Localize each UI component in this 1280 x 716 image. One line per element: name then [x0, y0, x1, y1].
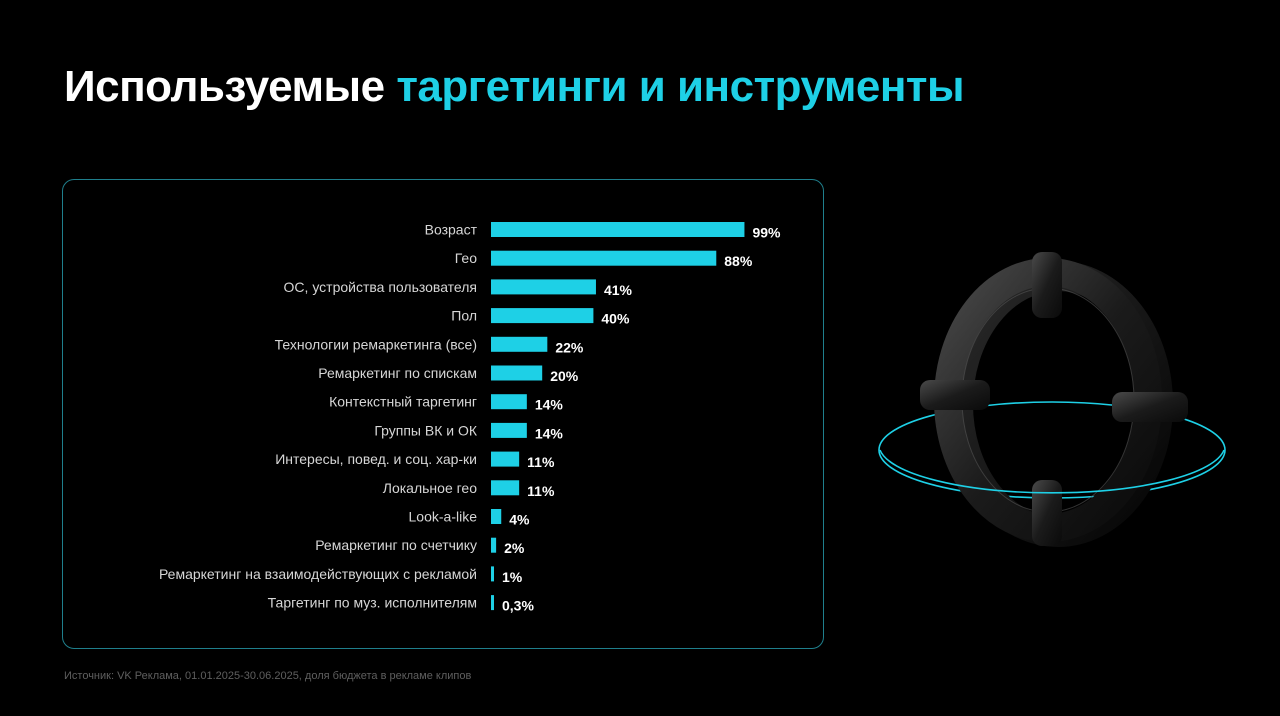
category-label: Look-a-like	[409, 509, 478, 525]
value-label: 1%	[502, 569, 523, 585]
category-label: Ремаркетинг по спискам	[318, 365, 477, 381]
bar	[491, 451, 520, 467]
bar	[491, 566, 494, 582]
bar	[491, 336, 548, 352]
category-label: Локальное гео	[383, 480, 477, 496]
value-label: 11%	[527, 454, 555, 470]
category-label: Пол	[451, 308, 477, 324]
category-label: Технологии ремаркетинга (все)	[275, 336, 477, 352]
bar	[491, 422, 527, 438]
crosshair-ring-icon	[878, 252, 1226, 547]
source-note: Источник: VK Реклама, 01.01.2025-30.06.2…	[64, 670, 472, 682]
bar	[491, 308, 594, 324]
category-label: Интересы, повед. и соц. хар-ки	[275, 451, 477, 467]
value-label: 40%	[601, 311, 630, 327]
bar	[491, 537, 497, 553]
bar	[491, 279, 596, 295]
bar	[491, 394, 527, 410]
category-label: ОС, устройства пользователя	[284, 279, 477, 295]
title-accent: таргетинги и инструменты	[396, 62, 965, 111]
value-label: 88%	[724, 253, 753, 269]
value-label: 0,3%	[502, 598, 534, 614]
category-label: Контекстный таргетинг	[329, 394, 477, 410]
value-label: 14%	[535, 425, 564, 441]
bar-chart: Возраст 99% Гео 88% ОС, устройства пользоват…	[159, 222, 781, 614]
value-label: 22%	[555, 339, 584, 355]
value-label: 99%	[752, 225, 781, 241]
bar	[491, 222, 745, 237]
bar	[491, 480, 520, 496]
value-label: 41%	[604, 282, 633, 298]
value-label: 20%	[550, 368, 579, 384]
category-label: Гео	[455, 250, 477, 266]
bar	[491, 365, 543, 381]
category-label: Группы ВК и ОК	[374, 422, 478, 438]
value-label: 2%	[504, 540, 525, 556]
category-label: Ремаркетинг на взаимодействующих с рекла…	[159, 566, 477, 582]
bar	[491, 509, 502, 524]
page-title: Используемые таргетинги и инструменты	[64, 62, 965, 112]
category-label: Таргетинг по муз. исполнителям	[268, 595, 477, 611]
chart-panel: Возраст 99% Гео 88% ОС, устройства пользоват…	[62, 179, 824, 649]
value-label: 11%	[527, 483, 555, 499]
category-label: Ремаркетинг по счетчику	[315, 537, 477, 553]
value-label: 14%	[535, 397, 564, 413]
bar	[491, 595, 494, 611]
title-main: Используемые	[64, 62, 385, 111]
value-label: 4%	[509, 512, 530, 528]
bar	[491, 250, 717, 266]
category-label: Возраст	[425, 222, 478, 238]
